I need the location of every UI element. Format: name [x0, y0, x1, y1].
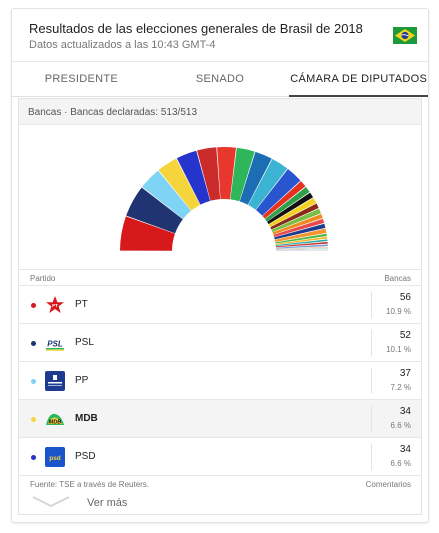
card-header: Resultados de las elecciones generales d…: [12, 9, 428, 61]
svg-text:psd: psd: [49, 455, 61, 462]
mdb-logo-icon: MDB: [46, 413, 64, 426]
svg-text:PT: PT: [52, 303, 58, 308]
hemicycle-segment-16: [270, 203, 319, 230]
show-more-button[interactable]: Ver más: [19, 491, 421, 513]
party-row-psd[interactable]: psd PSD 34 6.6 %: [19, 437, 421, 475]
hemicycle-segment-1: [120, 216, 175, 251]
psl-logo-icon: PSL: [45, 338, 65, 351]
divider: [371, 330, 372, 356]
svg-text:PSL: PSL: [47, 340, 63, 349]
party-percentage: 6.6 %: [390, 459, 411, 468]
hemicycle-segment-22: [275, 233, 327, 244]
chamber-tabs: PRESIDENTE SENADO CÁMARA DE DIPUTADOS: [12, 61, 428, 97]
hemicycle-segment-7: [217, 147, 236, 200]
hemicycle-segment-13: [264, 186, 310, 222]
hemicycle-segment-9: [239, 151, 272, 205]
chevron-down-icon: [32, 496, 70, 508]
hemicycle-segment-17: [271, 208, 321, 233]
hemicycle-segment-3: [142, 170, 192, 219]
hemicycle-segment-4: [158, 158, 201, 211]
party-list: PT PT 56 10.9 % PSL PSL 52 10.1 %: [19, 285, 421, 475]
hemicycle-segment-10: [248, 158, 288, 210]
hemicycle-segment-21: [274, 228, 327, 242]
party-color-dot: [31, 455, 36, 460]
pp-logo-icon: [45, 371, 65, 391]
svg-text:MDB: MDB: [49, 420, 62, 426]
comments-link[interactable]: Comentarios: [365, 480, 411, 489]
party-row-psl[interactable]: PSL PSL 52 10.1 %: [19, 323, 421, 361]
hemicycle-segment-19: [273, 218, 325, 237]
page-title: Resultados de las elecciones generales d…: [29, 21, 363, 36]
seats-column-header: Bancas: [384, 274, 411, 283]
tab-camara-de-diputados[interactable]: CÁMARA DE DIPUTADOS: [289, 62, 428, 97]
party-seats: 56: [399, 292, 411, 303]
hemicycle-segment-14: [267, 192, 314, 225]
party-row-mdb[interactable]: MDB MDB 34 6.6 %: [19, 399, 421, 437]
party-name: PT: [75, 299, 88, 310]
brazil-flag-icon: [393, 27, 417, 44]
show-more-label: Ver más: [87, 497, 128, 509]
party-color-dot: [31, 379, 36, 384]
hemicycle-segment-6: [197, 147, 221, 201]
last-updated-text: Datos actualizados a las 10:43 GMT-4: [29, 39, 216, 51]
party-name: PSD: [75, 451, 96, 462]
hemicycle-segment-23: [275, 236, 328, 245]
party-name: PP: [75, 375, 89, 386]
hemicycle-segment-26: [275, 244, 328, 249]
hemicycle-segment-20: [274, 223, 326, 240]
party-row-pp[interactable]: PP 37 7.2 %: [19, 361, 421, 399]
hemicycle-segment-24: [275, 239, 328, 247]
party-color-dot: [31, 341, 36, 346]
party-seats: 34: [399, 406, 411, 417]
hemicycle-segment-11: [255, 168, 301, 216]
party-column-header: Partido: [30, 274, 56, 283]
pt-star-icon: PT: [46, 296, 64, 313]
hemicycle-segment-25: [275, 241, 328, 248]
hemicycle-segment-15: [268, 197, 317, 227]
results-footer: Fuente: TSE a través de Reuters. Comenta…: [19, 475, 421, 489]
tab-senado[interactable]: SENADO: [195, 73, 245, 85]
hemicycle-segment-18: [272, 214, 323, 235]
party-percentage: 7.2 %: [390, 383, 411, 392]
party-name: MDB: [75, 413, 98, 424]
party-percentage: 6.6 %: [390, 421, 411, 430]
hemicycle-segment-27: [275, 246, 328, 250]
hemicycle-segment-28: [275, 248, 328, 250]
party-color-dot: [31, 417, 36, 422]
party-row-pt[interactable]: PT PT 56 10.9 %: [19, 285, 421, 323]
tab-presidente[interactable]: PRESIDENTE: [44, 73, 118, 85]
divider: [371, 444, 372, 470]
party-percentage: 10.1 %: [386, 345, 411, 354]
results-panel: Bancas · Bancas declaradas: 513/513 Part…: [18, 98, 422, 515]
section-header: Bancas · Bancas declaradas: 513/513: [19, 99, 421, 125]
hemicycle-segment-29: [275, 249, 328, 251]
divider: [371, 406, 372, 432]
hemicycle-segment-2: [126, 187, 183, 234]
election-results-card: Resultados de las elecciones generales d…: [11, 8, 429, 523]
party-seats: 37: [399, 368, 411, 379]
party-name: PSL: [75, 337, 94, 348]
party-seats: 34: [399, 444, 411, 455]
party-color-dot: [31, 303, 36, 308]
divider: [371, 292, 372, 318]
party-seats: 52: [399, 330, 411, 341]
hemicycle-segment-30: [275, 249, 328, 251]
hemicycle-segment-5: [176, 150, 211, 205]
psd-logo-icon: psd: [45, 447, 65, 467]
seats-declared-label: Bancas · Bancas declaradas: 513/513: [28, 107, 197, 118]
hemicycle-segment-12: [262, 181, 306, 219]
source-text: Fuente: TSE a través de Reuters.: [30, 480, 150, 489]
party-percentage: 10.9 %: [386, 307, 411, 316]
column-headers: Partido Bancas: [19, 269, 421, 285]
hemicycle-segment-8: [230, 147, 255, 202]
divider: [371, 368, 372, 394]
hemicycle-chart: [120, 147, 328, 251]
